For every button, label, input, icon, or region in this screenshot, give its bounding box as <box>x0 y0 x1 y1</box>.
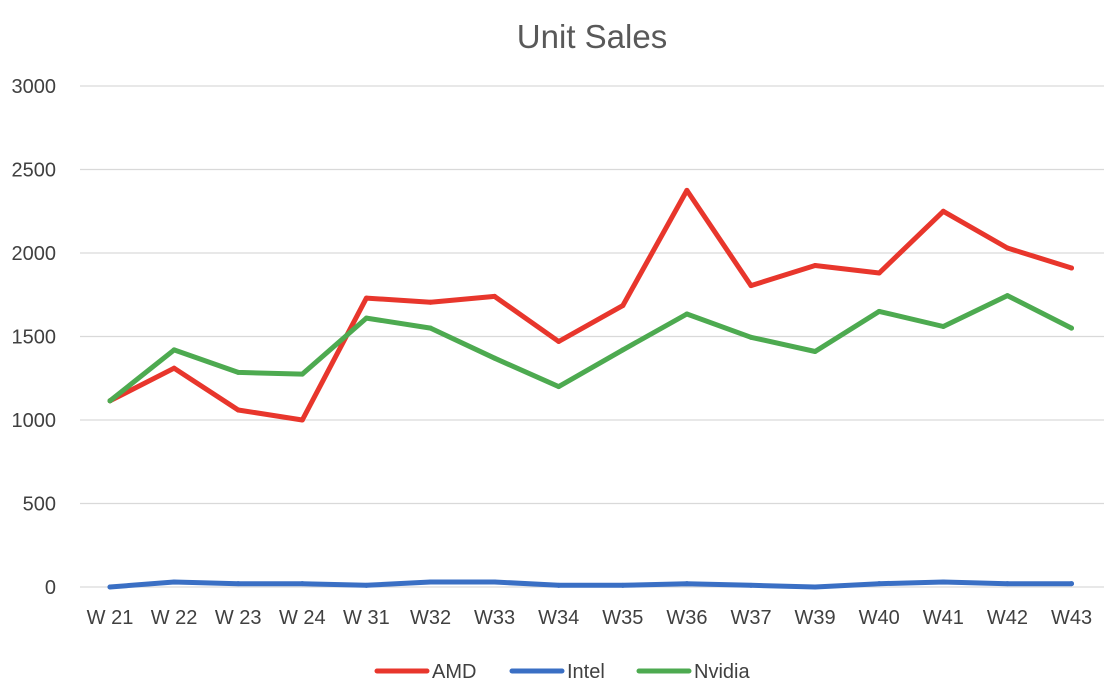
x-tick-label: W40 <box>859 607 900 629</box>
legend-label-nvidia: Nvidia <box>694 661 750 683</box>
data-point-intel: Intel W33: 30 <box>492 579 498 585</box>
x-tick-label: W 21 <box>87 607 134 629</box>
y-axis-tick-labels: 0 500 1000 1500 2000 2500 3000 <box>12 76 57 599</box>
data-point-amd: AMD W 22: 1310 <box>171 365 177 371</box>
data-point-amd: AMD W36: 2375 <box>684 187 690 193</box>
data-point-intel: Intel W 21: 0 <box>107 584 113 590</box>
x-tick-label: W 23 <box>215 607 262 629</box>
series-line-amd <box>107 187 1074 423</box>
series-line-nvidia <box>107 293 1074 404</box>
data-point-intel: Intel W 23: 20 <box>235 581 241 587</box>
legend: AMD Intel Nvidia <box>374 661 750 683</box>
data-point-amd: AMD W42: 2030 <box>1004 245 1010 251</box>
data-point-nvidia: Nvidia W 23: 1285 <box>235 369 241 375</box>
data-point-intel: Intel W35: 10 <box>620 582 626 588</box>
x-tick-label: W37 <box>730 607 771 629</box>
data-point-nvidia: Nvidia W43: 1550 <box>1069 325 1074 331</box>
x-tick-label: W36 <box>666 607 707 629</box>
data-point-nvidia: Nvidia W41: 1560 <box>940 323 946 329</box>
data-point-nvidia: Nvidia W35: 1420 <box>620 347 626 353</box>
series-lines: AMD W 21: 1115AMD W 22: 1310AMD W 23: 10… <box>107 187 1074 590</box>
y-tick-label: 2000 <box>12 243 57 265</box>
x-tick-label: W 22 <box>151 607 198 629</box>
x-tick-label: W35 <box>602 607 643 629</box>
x-tick-label: W42 <box>987 607 1028 629</box>
data-point-amd: AMD W32: 1705 <box>428 299 433 305</box>
x-tick-label: W41 <box>923 607 964 629</box>
data-point-amd: AMD W41: 2250 <box>940 208 946 214</box>
y-tick-label: 3000 <box>12 76 57 98</box>
y-tick-label: 1000 <box>12 410 57 432</box>
data-point-amd: AMD W39: 1925 <box>812 263 818 269</box>
data-point-amd: AMD W37: 1805 <box>748 283 754 289</box>
data-point-nvidia: Nvidia W 21: 1115 <box>107 398 113 404</box>
data-point-intel: Intel W42: 20 <box>1004 581 1010 587</box>
x-tick-label: W34 <box>538 607 579 629</box>
x-tick-label: W 31 <box>343 607 390 629</box>
data-point-intel: Intel W37: 10 <box>748 582 754 588</box>
data-point-nvidia: Nvidia W40: 1650 <box>876 308 882 314</box>
x-tick-label: W39 <box>795 607 836 629</box>
data-point-nvidia: Nvidia W32: 1550 <box>428 325 433 331</box>
x-tick-label: W32 <box>410 607 451 629</box>
data-point-nvidia: Nvidia W 22: 1420 <box>171 347 177 353</box>
x-tick-label: W43 <box>1051 607 1092 629</box>
x-tick-label: W33 <box>474 607 515 629</box>
data-point-intel: Intel W41: 30 <box>940 579 946 585</box>
gridlines <box>80 85 1104 588</box>
data-point-intel: Intel W32: 30 <box>428 579 433 585</box>
data-point-nvidia: Nvidia W33: 1370 <box>492 355 498 361</box>
data-point-amd: AMD W 24: 1000 <box>299 417 305 423</box>
legend-label-intel: Intel <box>567 661 605 683</box>
chart-title: Unit Sales <box>517 18 667 55</box>
data-point-nvidia: Nvidia W36: 1635 <box>684 311 690 317</box>
series-line-intel <box>107 579 1074 590</box>
data-point-nvidia: Nvidia W 24: 1275 <box>299 371 305 377</box>
data-point-nvidia: Nvidia W42: 1745 <box>1004 293 1010 299</box>
data-point-intel: Intel W 31: 10 <box>363 582 369 588</box>
data-point-amd: AMD W40: 1880 <box>876 270 882 276</box>
data-point-amd: AMD W33: 1740 <box>492 293 498 299</box>
data-point-intel: Intel W43: 20 <box>1069 581 1074 587</box>
data-point-nvidia: Nvidia W37: 1495 <box>748 334 754 340</box>
y-tick-label: 0 <box>45 577 56 599</box>
data-point-amd: AMD W34: 1470 <box>556 339 562 345</box>
data-point-amd: AMD W35: 1685 <box>620 303 626 309</box>
data-point-amd: AMD W 31: 1730 <box>363 295 369 301</box>
data-point-amd: AMD W43: 1910 <box>1069 265 1074 271</box>
data-point-intel: Intel W 24: 20 <box>299 581 305 587</box>
y-tick-label: 2500 <box>12 160 57 182</box>
data-point-intel: Intel W34: 10 <box>556 582 562 588</box>
x-tick-label: W 24 <box>279 607 326 629</box>
y-tick-label: 500 <box>23 494 56 516</box>
data-point-nvidia: Nvidia W39: 1410 <box>812 349 818 355</box>
legend-label-amd: AMD <box>432 661 476 683</box>
y-tick-label: 1500 <box>12 327 57 349</box>
data-point-intel: Intel W 22: 30 <box>171 579 177 585</box>
data-point-intel: Intel W39: 0 <box>812 584 818 590</box>
data-point-intel: Intel W40: 20 <box>876 581 882 587</box>
data-point-intel: Intel W36: 20 <box>684 581 690 587</box>
x-axis-tick-labels: W 21 W 22 W 23 W 24 W 31 W32 W33 W34 W35 W36 W37 W3… <box>87 607 1092 629</box>
data-point-amd: AMD W 23: 1060 <box>235 407 241 413</box>
data-point-nvidia: Nvidia W34: 1200 <box>556 384 562 390</box>
data-point-nvidia: Nvidia W 31: 1610 <box>363 315 369 321</box>
